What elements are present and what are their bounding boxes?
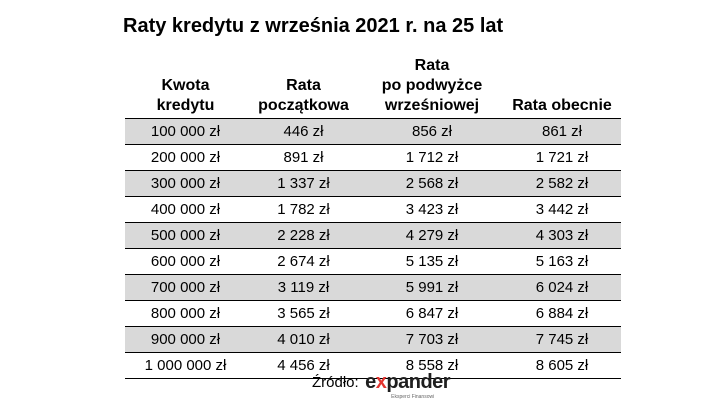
cell-initial-installment: 4 456 zł [246, 352, 361, 379]
cell-loan-amount: 800 000 zł [125, 300, 246, 327]
cell-current-installment: 5 163 zł [503, 248, 621, 275]
table-row: 300 000 zł 1 337 zł 2 568 zł 2 582 zł [125, 170, 621, 197]
cell-initial-installment: 2 228 zł [246, 222, 361, 249]
cell-installment-after-increase: 7 703 zł [361, 326, 503, 353]
cell-installment-after-increase: 4 279 zł [361, 222, 503, 249]
column-header-initial-installment: Rata początkowa [258, 77, 349, 114]
table-header-row: Kwota kredytu Rata początkowa Rata po po… [125, 56, 621, 119]
table-row: 400 000 zł 1 782 zł 3 423 zł 3 442 zł [125, 196, 621, 223]
cell-current-installment: 3 442 zł [503, 196, 621, 223]
cell-loan-amount: 200 000 zł [125, 144, 246, 171]
cell-installment-after-increase: 2 568 zł [361, 170, 503, 197]
cell-loan-amount: 100 000 zł [125, 118, 246, 145]
column-header-installment-after-september-increase: Rata po podwyżce wrześniowej [381, 57, 483, 114]
cell-current-installment: 8 605 zł [503, 352, 621, 379]
cell-installment-after-increase: 6 847 zł [361, 300, 503, 327]
logo-x-mark: x [375, 371, 387, 393]
cell-loan-amount: 500 000 zł [125, 222, 246, 249]
cell-installment-after-increase: 8 558 zł [361, 352, 503, 379]
loan-installments-table: Kwota kredytu Rata początkowa Rata po po… [125, 56, 621, 379]
cell-installment-after-increase: 856 zł [361, 118, 503, 145]
cell-initial-installment: 3 119 zł [246, 274, 361, 301]
cell-current-installment: 2 582 zł [503, 170, 621, 197]
cell-current-installment: 861 zł [503, 118, 621, 145]
cell-initial-installment: 1 782 zł [246, 196, 361, 223]
cell-loan-amount: 700 000 zł [125, 274, 246, 301]
cell-loan-amount: 300 000 zł [125, 170, 246, 197]
cell-loan-amount: 600 000 zł [125, 248, 246, 275]
cell-current-installment: 7 745 zł [503, 326, 621, 353]
column-header-current-installment: Rata obecnie [512, 97, 612, 114]
logo-tagline: Eksperci Finansowi [391, 394, 435, 400]
cell-installment-after-increase: 1 712 zł [361, 144, 503, 171]
table-row: 800 000 zł 3 565 zł 6 847 zł 6 884 zł [125, 300, 621, 327]
cell-initial-installment: 4 010 zł [246, 326, 361, 353]
table-row: 700 000 zł 3 119 zł 5 991 zł 6 024 zł [125, 274, 621, 301]
cell-loan-amount: 900 000 zł [125, 326, 246, 353]
cell-current-installment: 6 884 zł [503, 300, 621, 327]
cell-initial-installment: 3 565 zł [246, 300, 361, 327]
cell-initial-installment: 2 674 zł [246, 248, 361, 275]
cell-installment-after-increase: 3 423 zł [361, 196, 503, 223]
table-row: 200 000 zł 891 zł 1 712 zł 1 721 zł [125, 144, 621, 171]
cell-initial-installment: 1 337 zł [246, 170, 361, 197]
cell-loan-amount: 400 000 zł [125, 196, 246, 223]
table-row: 600 000 zł 2 674 zł 5 135 zł 5 163 zł [125, 248, 621, 275]
cell-current-installment: 4 303 zł [503, 222, 621, 249]
expander-logo: expander Eksperci Finansowi [365, 371, 451, 402]
cell-installment-after-increase: 5 135 zł [361, 248, 503, 275]
logo-wordmark: expander [365, 371, 451, 393]
table-row: 1 000 000 zł 4 456 zł 8 558 zł 8 605 zł [125, 352, 621, 379]
table-row: 500 000 zł 2 228 zł 4 279 zł 4 303 zł [125, 222, 621, 249]
cell-current-installment: 1 721 zł [503, 144, 621, 171]
cell-initial-installment: 446 zł [246, 118, 361, 145]
table-row: 100 000 zł 446 zł 856 zł 861 zł [125, 118, 621, 145]
cell-initial-installment: 891 zł [246, 144, 361, 171]
source-credit: Źródło: expander Eksperci Finansowi [312, 371, 451, 402]
cell-current-installment: 6 024 zł [503, 274, 621, 301]
column-header-loan-amount: Kwota kredytu [156, 77, 215, 114]
table-body: 100 000 zł 446 zł 856 zł 861 zł 200 000 zł 89… [125, 118, 621, 379]
page-title: Raty kredytu z września 2021 r. na 25 la… [123, 15, 504, 37]
source-label: Źródło: [312, 374, 359, 391]
cell-loan-amount: 1 000 000 zł [125, 352, 246, 379]
cell-installment-after-increase: 5 991 zł [361, 274, 503, 301]
table-row: 900 000 zł 4 010 zł 7 703 zł 7 745 zł [125, 326, 621, 353]
